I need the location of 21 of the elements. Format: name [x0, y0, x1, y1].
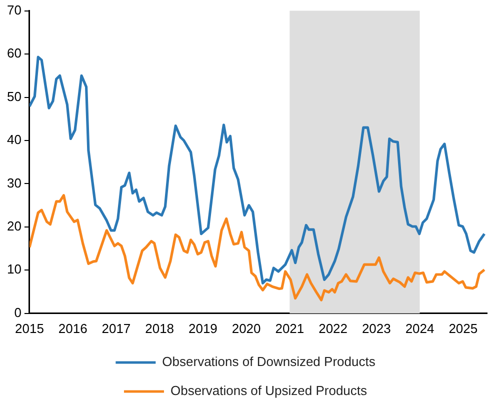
x-tick-label: 2022 [318, 320, 348, 336]
x-tick-label: 2024 [405, 320, 434, 336]
x-tick-label: 2018 [145, 320, 174, 336]
x-tick-label: 2016 [58, 320, 88, 336]
x-tick-label: 2025 [448, 320, 478, 336]
legend-label: Observations of Downsized Products [162, 354, 376, 370]
x-tick-label: 2021 [275, 320, 304, 336]
y-tick-label: 20 [6, 218, 22, 234]
x-tick-label: 2020 [232, 320, 261, 336]
x-tick-label: 2023 [362, 320, 391, 336]
y-tick-label: 30 [6, 175, 22, 190]
y-tick-label: 40 [6, 132, 22, 148]
y-tick-label: 0 [14, 304, 22, 320]
x-tick-label: 2017 [102, 320, 131, 336]
y-tick-label: 60 [6, 46, 22, 61]
y-tick-label: 10 [6, 262, 22, 277]
legend-label: Observations of Upsized Products [170, 383, 368, 398]
y-tick-label: 70 [6, 2, 22, 18]
y-tick-label: 50 [6, 88, 22, 104]
x-tick-label: 2015 [15, 320, 44, 336]
x-tick-label: 2019 [188, 320, 218, 336]
